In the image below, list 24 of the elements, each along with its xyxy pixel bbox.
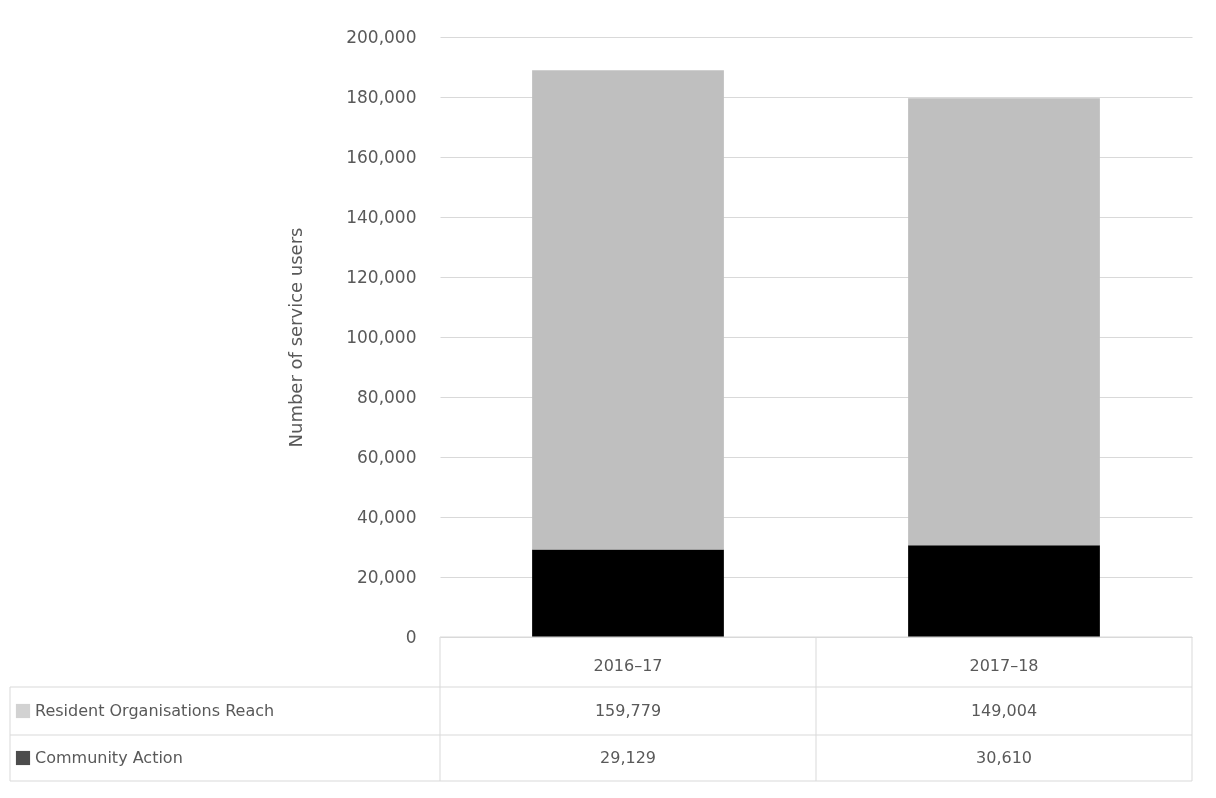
data-label: 149,004 xyxy=(970,701,1038,720)
data-label: 30,610 xyxy=(976,748,1032,767)
y-tick-label: 160,000 xyxy=(346,146,417,167)
bar xyxy=(908,545,1100,637)
y-tick-label: 120,000 xyxy=(346,266,417,287)
y-tick-label: 180,000 xyxy=(346,86,417,107)
bar xyxy=(532,70,724,550)
bar xyxy=(908,98,1100,546)
y-tick-label: 200,000 xyxy=(346,26,417,47)
data-label: 29,129 xyxy=(600,748,656,767)
y-axis-title: Number of service users xyxy=(285,227,307,448)
x-tick-label: 2016–17 xyxy=(593,655,663,675)
y-tick-label: 80,000 xyxy=(357,386,417,407)
y-tick-label: 40,000 xyxy=(357,506,417,527)
legend-label: Resident Organisations Reach xyxy=(35,701,275,720)
y-tick-label: 60,000 xyxy=(357,446,417,467)
y-tick-label: 140,000 xyxy=(346,206,417,227)
x-tick-label: 2017–18 xyxy=(969,655,1039,675)
y-tick-label: 0 xyxy=(405,626,417,647)
y-tick-label: 20,000 xyxy=(357,566,417,587)
data-label: 159,779 xyxy=(594,701,662,720)
y-tick-label: 100,000 xyxy=(346,326,417,347)
bar xyxy=(532,549,724,637)
legend-label: Community Action xyxy=(35,748,183,767)
